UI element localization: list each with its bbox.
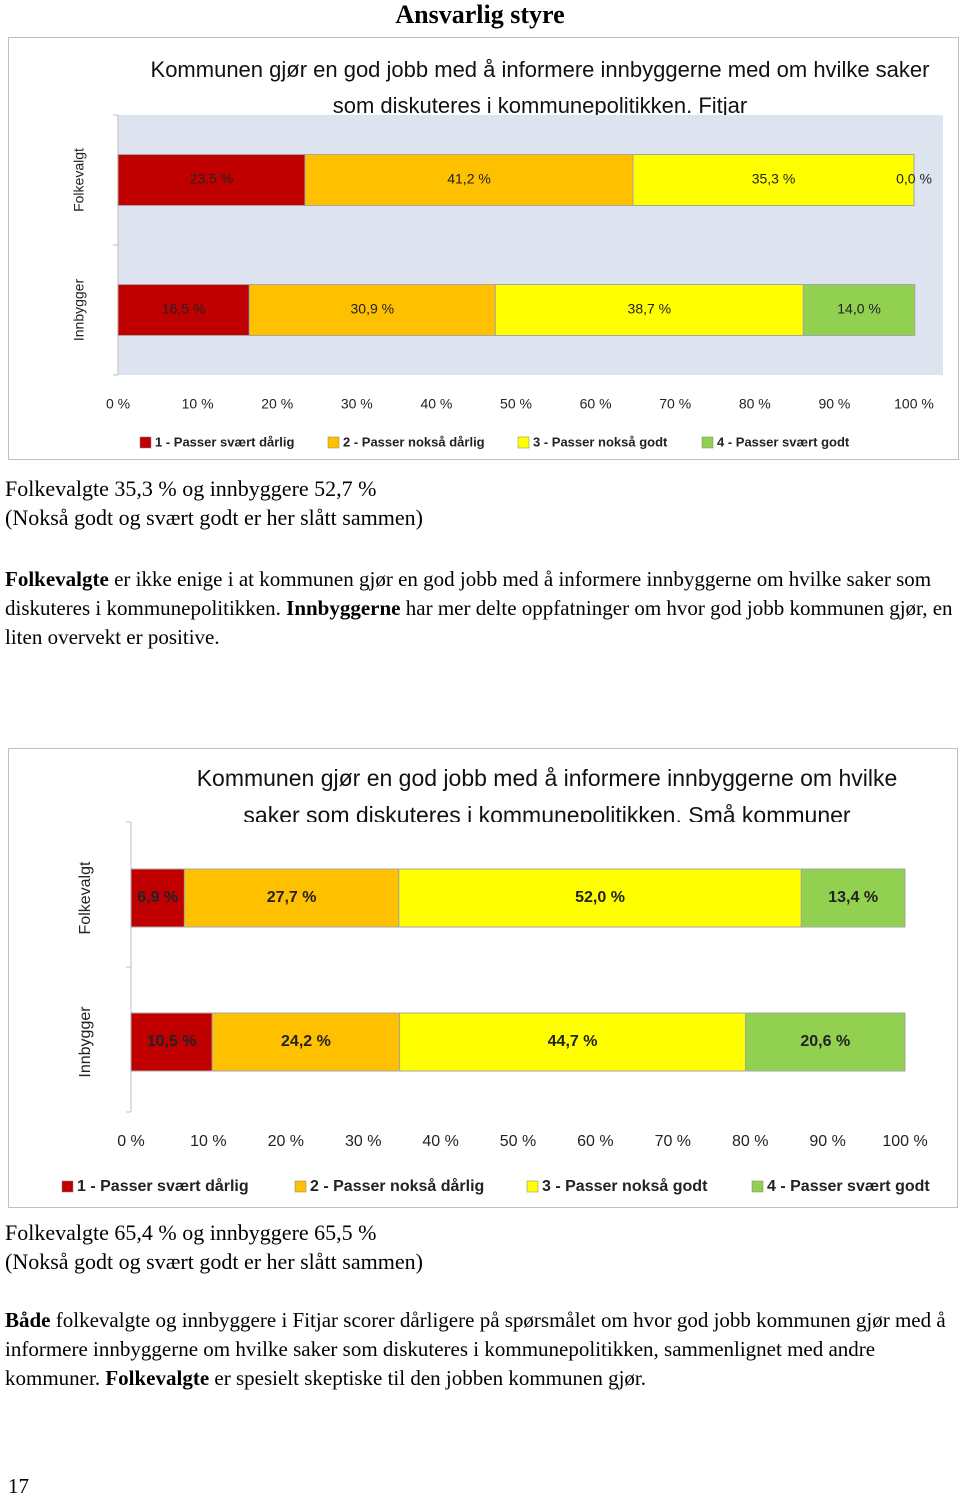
chart-frame <box>8 37 959 460</box>
text: folkevalgte og innbyggere i Fitjar score… <box>5 1308 946 1390</box>
summary-line: (Nokså godt og svært godt er her slått s… <box>5 505 423 530</box>
page-number: 17 <box>8 1474 29 1498</box>
chart-title: Kommunen gjør en god jobb med å informer… <box>150 57 930 118</box>
summary-line: (Nokså godt og svært godt er her slått s… <box>5 1249 423 1274</box>
text-bold: Både <box>5 1308 51 1332</box>
summary: Folkevalgte 65,4 % og innbyggere 65,5 % … <box>5 1218 955 1276</box>
paragraph: Folkevalgte er ikke enige i at kommunen … <box>5 565 955 652</box>
text: er ikke enige i at kommunen gjør en god … <box>5 567 932 620</box>
text-bold: Folkevalgte <box>105 1366 210 1390</box>
text: er spesielt skeptiske til den jobben kom… <box>209 1366 646 1390</box>
text-bold: Innbyggerne <box>286 596 401 620</box>
text: har mer delte oppfatninger om hvor god j… <box>5 596 953 649</box>
summary: Folkevalgte 35,3 % og innbyggere 52,7 % … <box>5 474 955 532</box>
summary-line: Folkevalgte 35,3 % og innbyggere 52,7 % <box>5 476 377 501</box>
chart-title: Kommunen gjør en god jobb med å informer… <box>196 765 898 828</box>
summary-line: Folkevalgte 65,4 % og innbyggere 65,5 % <box>5 1220 377 1245</box>
heading: Ansvarlig styre <box>395 0 565 29</box>
paragraph: Både folkevalgte og innbyggere i Fitjar … <box>5 1306 955 1393</box>
text-bold: Folkevalgte <box>5 567 109 591</box>
chart-frame <box>8 748 958 1208</box>
